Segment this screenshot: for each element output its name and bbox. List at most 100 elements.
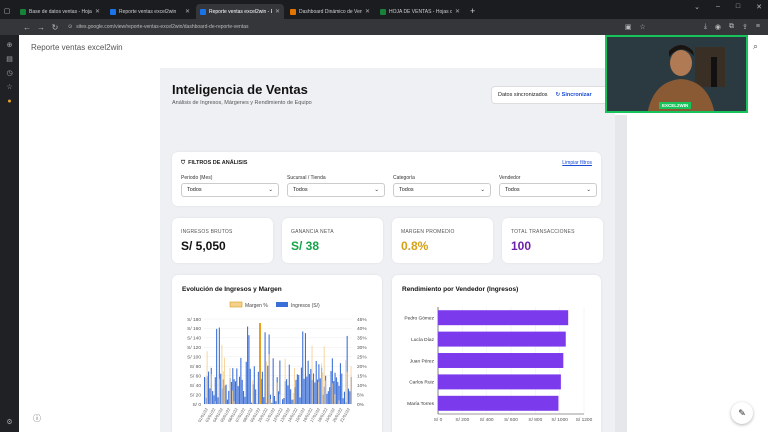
tab-label: Reporte ventas excel2win: [119, 8, 177, 15]
vendor-bar: [438, 353, 564, 368]
sync-status: Datos sincronizados: [498, 92, 548, 98]
margin-bar: [322, 372, 324, 404]
revenue-bar: [241, 379, 243, 404]
vendor-bar: [438, 374, 561, 390]
bookmark-star-icon[interactable]: ☆: [639, 24, 646, 31]
tab-5[interactable]: HOJA DE VENTAS - Hojas de cál✕: [376, 4, 464, 19]
x-tick: S/ 0: [434, 417, 443, 423]
filters-title: FILTROS DE ANÁLISIS: [188, 160, 248, 166]
tab-1[interactable]: Base de datos ventas - Hojas de✕: [16, 4, 104, 19]
revenue-bar: [341, 373, 343, 404]
edit-pencil-button[interactable]: ✎: [731, 402, 753, 424]
revenue-bar: [214, 377, 216, 404]
site-name[interactable]: Reporte ventas excel2win: [31, 43, 123, 52]
kpi-label: INGRESOS BRUTOS: [181, 229, 233, 235]
download-icon[interactable]: ⤓: [703, 23, 707, 30]
revenue-bar: [213, 395, 215, 404]
filter-select[interactable]: Todos ⌄: [393, 183, 491, 197]
presenter-silhouette: [607, 37, 746, 111]
revenue-bar: [330, 371, 332, 404]
filter-select[interactable]: Todos ⌄: [287, 183, 385, 197]
bookmarks-icon[interactable]: ☆: [6, 84, 13, 91]
tab-close-icon[interactable]: ✕: [454, 9, 460, 15]
revenue-bar: [218, 327, 220, 404]
filter-label: Sucursal / Tienda: [287, 175, 326, 181]
revenue-bar: [240, 357, 242, 404]
dashboard: Inteligencia de Ventas Análisis de Ingre…: [160, 68, 615, 432]
back-icon[interactable]: ←: [23, 22, 31, 32]
y-right-tick: 20%: [357, 364, 367, 370]
menu-icon[interactable]: ≡: [755, 23, 760, 30]
history-icon[interactable]: ◷: [6, 70, 13, 77]
revenue-bar: [216, 328, 218, 404]
filter-select[interactable]: Todos ⌄: [499, 183, 597, 197]
share-icon[interactable]: ⇪: [742, 24, 748, 31]
revenue-bar: [245, 361, 247, 404]
maximize-icon[interactable]: □: [735, 3, 741, 10]
tab-4[interactable]: Dashboard Dinámico de Ventas✕: [286, 4, 374, 19]
tab-close-icon[interactable]: ✕: [184, 9, 190, 15]
scrollbar-track[interactable]: [615, 115, 627, 432]
tab-favicon-icon: [20, 8, 26, 15]
tab-actions-icon[interactable]: ▢: [3, 8, 11, 15]
y-left-tick: S/ 160: [187, 326, 201, 332]
wallet-icon[interactable]: ▤: [6, 56, 13, 63]
kpi-value: 0.8%: [401, 239, 429, 253]
url-field[interactable]: ⊙ sites.google.com/view/reporte-ventas-e…: [68, 22, 625, 33]
tab-label: Reporte ventas excel2win - Excl: [209, 8, 272, 15]
vendor-chart-title: Rendimiento por Vendedor (Ingresos): [402, 286, 519, 293]
revenue-bar: [319, 378, 321, 404]
y-left-tick: S/ 0: [192, 402, 201, 408]
site-info-icon[interactable]: ⊙: [68, 24, 73, 30]
settings-icon[interactable]: ⚙: [6, 419, 13, 426]
forward-icon[interactable]: →: [37, 22, 45, 32]
revenue-bar: [312, 373, 315, 404]
revenue-bar: [228, 390, 230, 404]
y-right-tick: 40%: [357, 326, 367, 332]
tab-search-icon[interactable]: ⌄: [694, 4, 700, 11]
tab-2[interactable]: Reporte ventas excel2win ✕: [106, 4, 194, 19]
y-right-tick: 35%: [357, 336, 367, 342]
profile-icon[interactable]: ◉: [714, 24, 722, 31]
margin-bar: [325, 380, 326, 404]
reload-icon[interactable]: ↻: [51, 22, 59, 32]
vendor-label: Carlos Ruiz: [409, 380, 434, 386]
filter-select[interactable]: Todos ⌄: [181, 183, 279, 197]
margin-bar: [331, 383, 333, 404]
globe-icon[interactable]: ⊕: [6, 42, 13, 49]
tab-3[interactable]: Reporte ventas excel2win - Excl✕: [196, 4, 284, 19]
revenue-bar: [334, 372, 336, 404]
vendor-label: Pedro Gómez: [404, 316, 434, 322]
revenue-bar: [314, 382, 316, 404]
camera-caption: EXCEL2WIN: [659, 102, 692, 109]
screen-share-icon[interactable]: ▣: [624, 24, 632, 31]
close-window-icon[interactable]: ✕: [756, 4, 762, 11]
revenue-bar: [267, 365, 269, 404]
chevron-down-icon: ⌄: [374, 187, 379, 193]
minimize-icon[interactable]: –: [715, 3, 720, 10]
kpi-label: GANANCIA NETA: [291, 229, 334, 235]
y-right-tick: 5%: [357, 392, 365, 398]
app-icon[interactable]: ●: [7, 98, 12, 105]
new-tab-button[interactable]: +: [470, 6, 476, 16]
tab-close-icon[interactable]: ✕: [364, 9, 370, 15]
url-text: sites.google.com/view/reporte-ventas-exc…: [76, 24, 249, 30]
kpi-label: TOTAL TRANSACCIONES: [511, 229, 575, 235]
y-left-tick: S/ 180: [187, 317, 201, 323]
margin-bar: [292, 392, 294, 404]
margin-bar: [233, 401, 235, 404]
extensions-icon[interactable]: ⧉: [729, 23, 735, 30]
y-left-tick: S/ 40: [190, 383, 202, 389]
margin-bar: [321, 363, 322, 404]
search-icon[interactable]: ⌕: [752, 41, 758, 51]
revenue-bar: [263, 397, 265, 404]
clear-filters-link[interactable]: Limpiar filtros: [562, 160, 592, 166]
info-icon[interactable]: ⓘ: [33, 414, 41, 423]
tab-close-icon[interactable]: ✕: [94, 9, 100, 15]
margin-bar: [311, 345, 313, 404]
x-tick: S/ 1000: [551, 417, 568, 423]
tab-close-icon[interactable]: ✕: [274, 9, 280, 15]
sync-button[interactable]: ↻ Sincronizar: [556, 92, 592, 98]
revenue-bar: [212, 391, 214, 404]
margin-bar: [284, 358, 286, 404]
